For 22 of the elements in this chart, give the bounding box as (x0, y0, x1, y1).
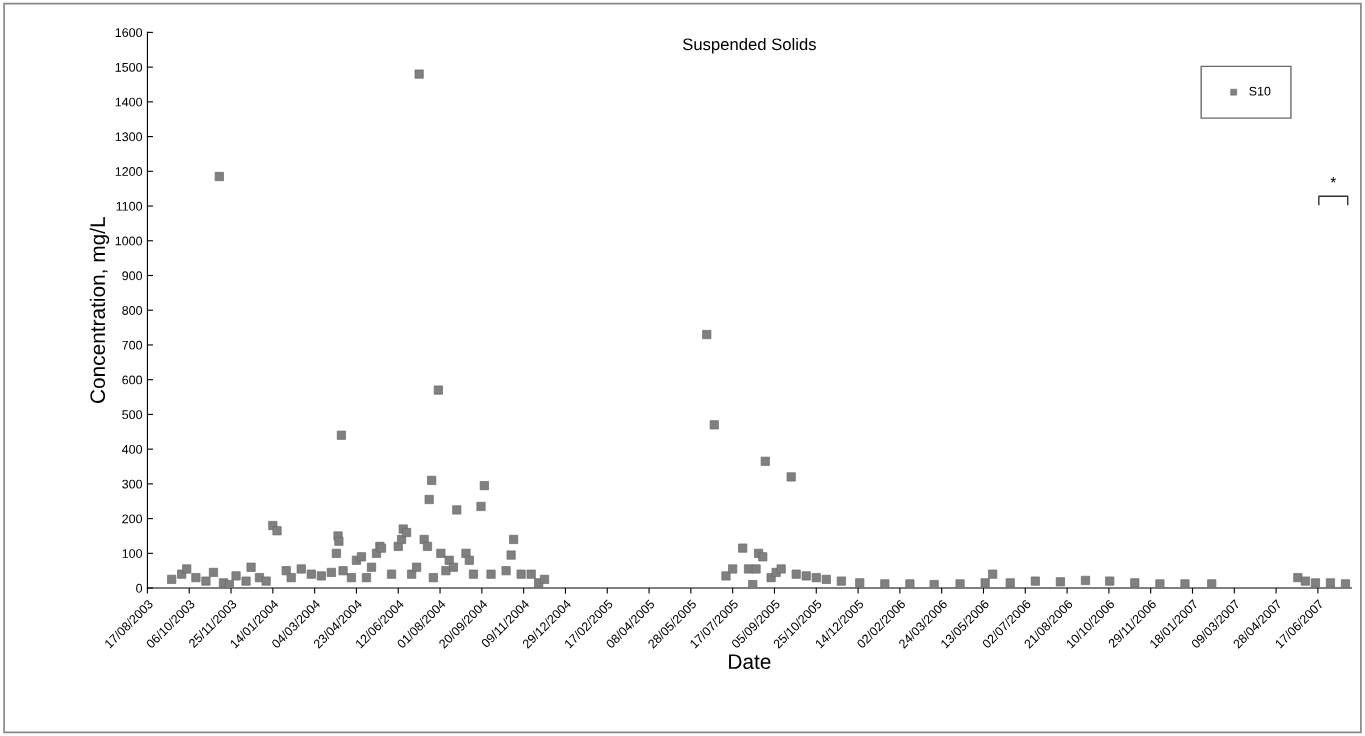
y-tick-label: 1400 (115, 97, 143, 107)
y-tick-label: 1300 (115, 132, 143, 142)
x-axis-title: Date (729, 654, 771, 670)
y-tick-label: 500 (122, 410, 143, 420)
legend-label: S10 (1249, 86, 1271, 96)
y-tick-label: 1500 (115, 62, 143, 72)
y-tick-label: 300 (122, 479, 143, 489)
y-tick-label: 200 (122, 514, 143, 524)
y-tick-label: 1200 (115, 167, 143, 176)
y-tick-label: 1600 (115, 28, 143, 38)
y-axis-title: Concentration, mg/L (89, 217, 110, 403)
y-tick-label: 100 (122, 549, 143, 558)
y-tick-label: 600 (122, 375, 143, 385)
chart-title: Suspended Solids (682, 37, 816, 54)
y-tick-label: 400 (121, 444, 143, 454)
y-tick-label: 800 (122, 306, 143, 315)
y-tick-label: 900 (122, 271, 143, 281)
annotation: * (1330, 177, 1337, 183)
y-tick-label: 700 (122, 340, 143, 350)
y-tick-label: 1100 (116, 201, 143, 211)
y-tick-label: 1000 (115, 236, 143, 246)
y-tick-label: 0 (136, 583, 143, 593)
